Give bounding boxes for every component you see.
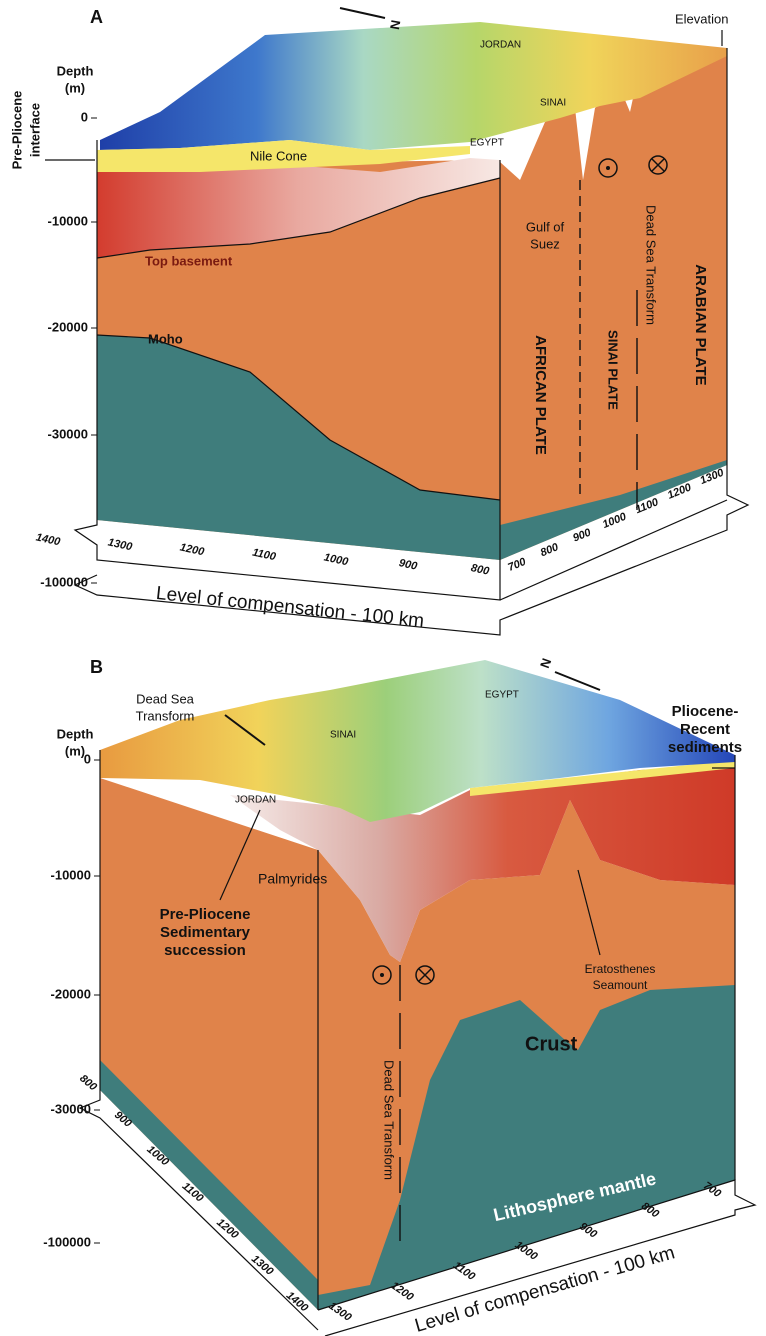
place-label: SINAI <box>540 98 566 109</box>
depth-tick-label: 0 <box>81 109 88 124</box>
feature-label: Moho <box>148 331 183 346</box>
axis-label: 1100 <box>451 1260 478 1284</box>
axis-label: 900 <box>398 557 419 573</box>
feature-label: Suez <box>530 236 560 251</box>
axis-label: 800 <box>539 541 561 559</box>
axis-label: 1200 <box>179 541 206 558</box>
out-symbol <box>606 166 610 170</box>
succession-label: succession <box>164 942 246 959</box>
place-label: JORDAN <box>480 40 521 51</box>
axis-label: 1100 <box>251 547 277 564</box>
succession-label: Sedimentary <box>160 924 251 941</box>
feature-label: Dead Sea Transform <box>644 205 659 325</box>
figure: A N Elevation Depth (m) Pre-Pliocene int… <box>0 0 766 1336</box>
north-label: N <box>537 656 554 670</box>
depth-label: (m) <box>65 80 85 95</box>
interface-label: interface <box>27 103 42 157</box>
plate-label: ARABIAN PLATE <box>692 264 709 385</box>
depth-tick-label: -100000 <box>43 1234 91 1249</box>
axis-label: 1400 <box>35 531 62 548</box>
crust-label: Crust <box>525 1033 578 1055</box>
axis-label: 800 <box>77 1072 99 1094</box>
place-label: SINAI <box>330 730 356 741</box>
depth-tick-label: 0 <box>84 751 91 766</box>
panel-label: B <box>90 657 103 677</box>
feature-label: Eratosthenes <box>585 962 656 976</box>
depth-tick-label: -100000 <box>40 574 88 589</box>
sediments-label: Recent <box>680 721 730 738</box>
plate-label: AFRICAN PLATE <box>532 335 549 455</box>
out-symbol <box>380 973 384 977</box>
axis-label: 1000 <box>323 551 350 568</box>
depth-label: (m) <box>65 743 85 758</box>
depth-tick-label: -10000 <box>51 867 91 882</box>
place-label: EGYPT <box>470 138 504 149</box>
depth-tick-label: -10000 <box>48 213 88 228</box>
elevation-label: Elevation <box>675 11 728 26</box>
depth-label: Depth <box>57 63 94 78</box>
axis-label: 1200 <box>389 1280 417 1304</box>
depth-tick-label: -20000 <box>51 986 91 1001</box>
axis-label: 800 <box>470 562 491 578</box>
place-label: JORDAN <box>235 795 276 806</box>
feature-label: Gulf of <box>526 219 565 234</box>
depth-tick-label: -30000 <box>48 426 88 441</box>
feature-label: Top basement <box>145 253 233 268</box>
base-label: Level of compensation - 100 km <box>155 583 425 632</box>
feature-label: Nile Cone <box>250 148 307 163</box>
feature-label: Dead Sea <box>136 691 195 706</box>
feature-label: Dead Sea Transform <box>382 1060 397 1180</box>
succession-label: Pre-Pliocene <box>160 906 251 923</box>
sediments-label: sediments <box>668 739 742 756</box>
place-label: EGYPT <box>485 690 519 701</box>
feature-label: Seamount <box>593 978 648 992</box>
feature-label: Transform <box>136 708 195 723</box>
depth-tick-label: -30000 <box>51 1101 91 1116</box>
axis-label: 1300 <box>107 536 134 553</box>
panel-b: B Dead Sea Transform Depth (m) N EGYPT S… <box>57 656 755 1336</box>
north-arrow <box>340 8 385 18</box>
feature-label: Palmyrides <box>258 871 327 887</box>
axis-label: 900 <box>571 526 593 544</box>
depth-label: Depth <box>57 726 94 741</box>
sediments-label: Pliocene- <box>672 703 739 720</box>
interface-label: Pre-Pliocene <box>9 91 24 170</box>
left-face <box>100 778 318 1310</box>
panel-label: A <box>90 7 103 27</box>
depth-tick-label: -20000 <box>48 319 88 334</box>
plate-label: SINAI PLATE <box>606 330 621 410</box>
axis-label: 700 <box>506 556 528 574</box>
